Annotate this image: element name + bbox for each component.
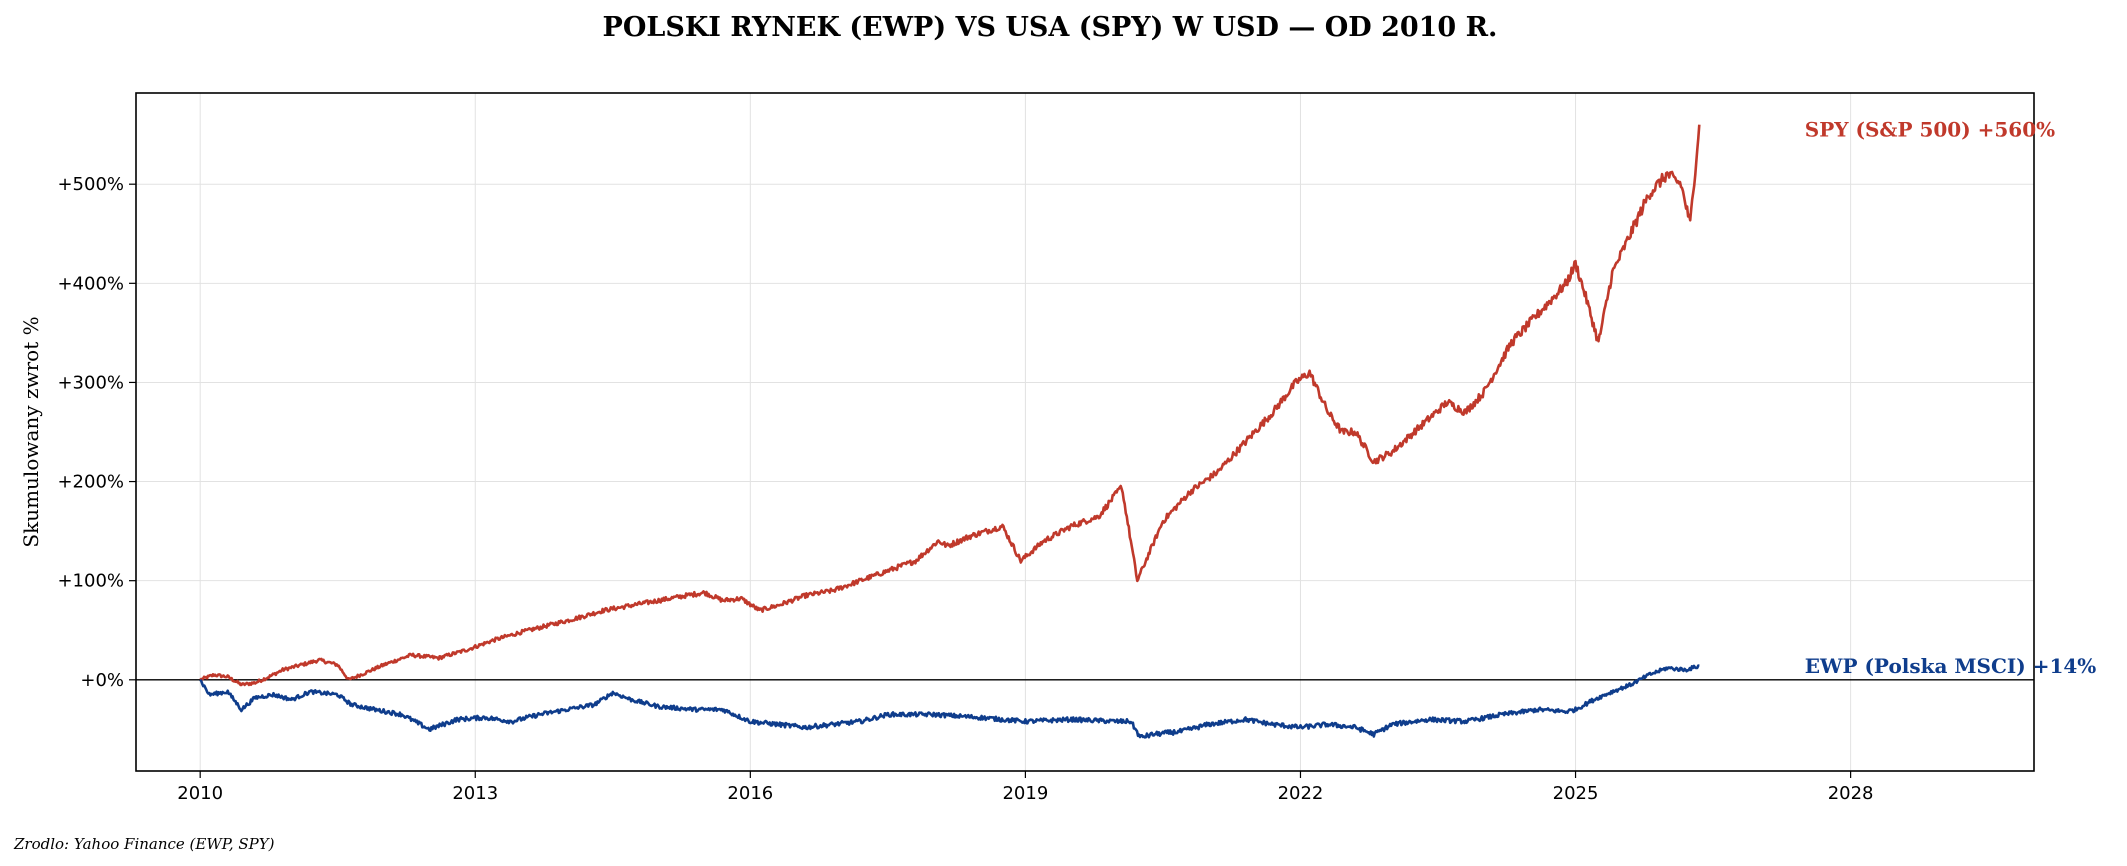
y-tick-label: +200% (57, 472, 124, 493)
x-tick-label: 2022 (1278, 783, 1324, 804)
y-tick-label: +300% (57, 372, 124, 393)
x-axis: 2010 2013 2016 2019 2022 2025 2028 (177, 771, 1874, 804)
x-tick-label: 2028 (1828, 783, 1874, 804)
y-tick-label: +100% (57, 571, 124, 592)
plot-frame (135, 92, 2035, 772)
series-lines (199, 124, 1701, 739)
gridlines (136, 93, 2034, 771)
x-tick-label: 2016 (727, 783, 773, 804)
x-tick-label: 2013 (452, 783, 498, 804)
series-end-labels: SPY (S&P 500) +560% EWP (Polska MSCI) +14… (1805, 118, 2097, 678)
y-tick-label: +400% (57, 273, 124, 294)
y-tick-label: +0% (80, 670, 124, 691)
series-line-spy (199, 124, 1701, 687)
x-tick-label: 2010 (177, 783, 223, 804)
series-end-label: EWP (Polska MSCI) +14% (1805, 654, 2097, 678)
source-note: Zrodlo: Yahoo Finance (EWP, SPY) (13, 835, 275, 853)
series-line-ewp (199, 664, 1700, 739)
x-tick-label: 2025 (1553, 783, 1599, 804)
y-tick-label: +500% (57, 174, 124, 195)
series-end-label: SPY (S&P 500) +560% (1805, 118, 2055, 142)
chart-title: POLSKI RYNEK (EWP) VS USA (SPY) W USD — … (603, 12, 1498, 43)
y-axis-label: Skumulowany zwrot % (19, 316, 43, 547)
x-tick-label: 2019 (1002, 783, 1048, 804)
y-axis: +0% +100% +200% +300% +400% +500% (57, 174, 136, 691)
